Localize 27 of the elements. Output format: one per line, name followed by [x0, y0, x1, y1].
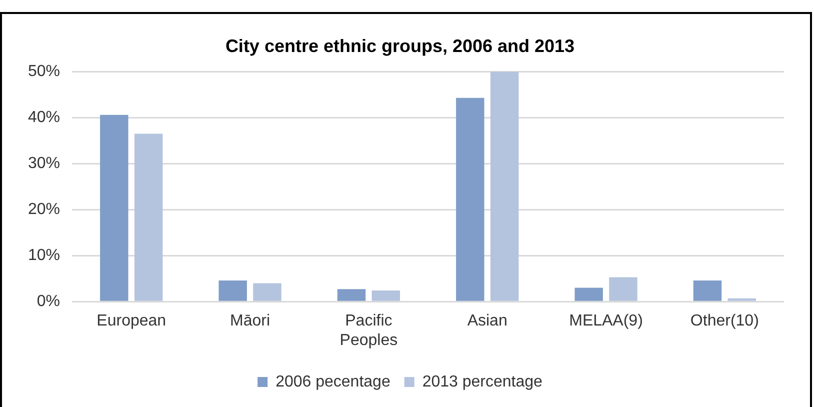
y-tick-label: 50%	[28, 63, 60, 80]
y-tick-label: 0%	[36, 293, 60, 310]
x-tick-label: Pacific Peoples	[340, 312, 398, 349]
x-tick-label: European	[96, 312, 166, 330]
y-tick-label: 30%	[28, 155, 60, 172]
bar	[372, 290, 400, 301]
legend-label: 2006 pecentage	[276, 373, 390, 390]
bar	[728, 298, 756, 301]
x-tick-label: Asian	[467, 312, 508, 330]
legend-label: 2013 percentage	[422, 373, 543, 390]
bar	[693, 280, 722, 301]
chart-title: City centre ethnic groups, 2006 and 2013	[225, 36, 575, 56]
bar	[490, 72, 519, 301]
bar	[574, 288, 603, 301]
bar	[253, 283, 282, 301]
bar	[100, 114, 128, 301]
bar	[218, 280, 247, 301]
x-tick-label: Māori	[230, 312, 270, 330]
y-tick-label: 10%	[28, 247, 60, 264]
x-tick-label: Other(10)	[690, 312, 759, 330]
x-tick-label: MELAA(9)	[569, 312, 643, 330]
bar	[609, 277, 638, 301]
bar	[337, 289, 366, 301]
bar	[456, 98, 484, 301]
y-tick-label: 20%	[28, 201, 60, 218]
y-tick-label: 40%	[28, 109, 60, 126]
bar	[134, 134, 163, 301]
